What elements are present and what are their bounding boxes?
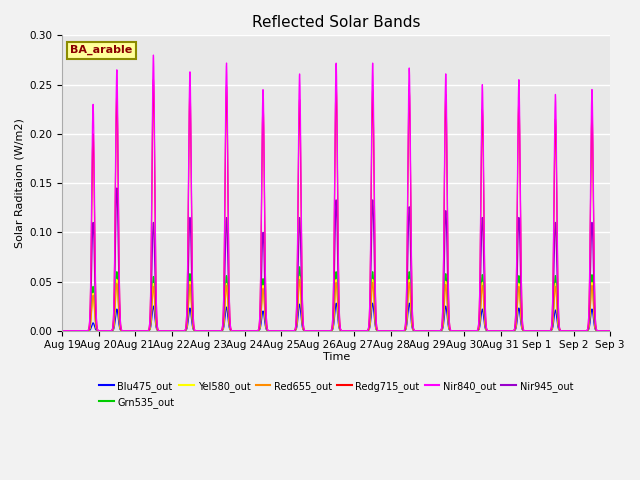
Y-axis label: Solar Raditaion (W/m2): Solar Raditaion (W/m2) bbox=[15, 118, 25, 248]
Legend: Blu475_out, Grn535_out, Yel580_out, Red655_out, Redg715_out, Nir840_out, Nir945_: Blu475_out, Grn535_out, Yel580_out, Red6… bbox=[95, 377, 577, 411]
Title: Reflected Solar Bands: Reflected Solar Bands bbox=[252, 15, 420, 30]
X-axis label: Time: Time bbox=[323, 352, 349, 362]
Text: BA_arable: BA_arable bbox=[70, 45, 132, 55]
